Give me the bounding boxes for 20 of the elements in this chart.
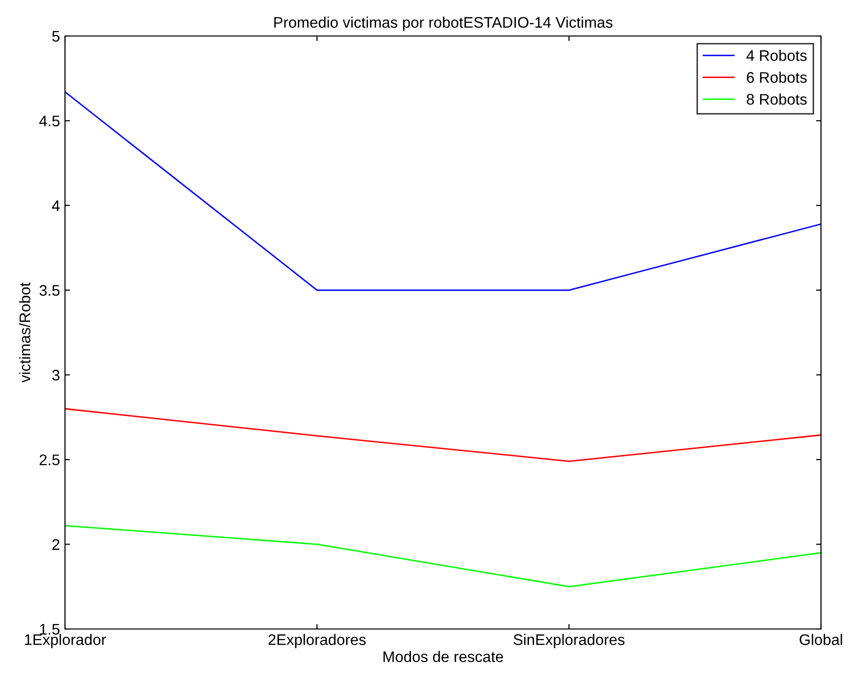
line-series	[65, 524, 821, 588]
line-series	[65, 408, 821, 462]
legend-label: 4 Robots	[746, 50, 807, 61]
x-axis-title: Modos de rescate	[384, 650, 504, 662]
y-tick-label: 5	[52, 31, 60, 42]
legend-label: 8 Robots	[746, 94, 807, 105]
y-tick-label: 3	[52, 370, 60, 381]
y-tick-label: 3.5	[39, 285, 60, 296]
x-tick-label: 1Explorador	[24, 634, 106, 648]
y-tick-label: 2	[52, 539, 60, 550]
y-tick-label: 4.5	[39, 116, 60, 126]
legend-label: 6 Robots	[746, 72, 807, 83]
y-axis-title: victimas/Robot	[19, 282, 30, 383]
chart-title: Promedio victimas por robotESTADIO-14 Victimas	[274, 16, 612, 31]
x-tick-label: SinExploradores	[514, 634, 624, 648]
y-tick-label: 1.5	[40, 624, 60, 635]
x-tick-label: Global	[800, 634, 842, 646]
x-tick-label: 2Exploradores	[268, 634, 366, 648]
y-tick-label: 2.5	[40, 454, 60, 466]
y-tick-label: 4	[52, 200, 60, 211]
